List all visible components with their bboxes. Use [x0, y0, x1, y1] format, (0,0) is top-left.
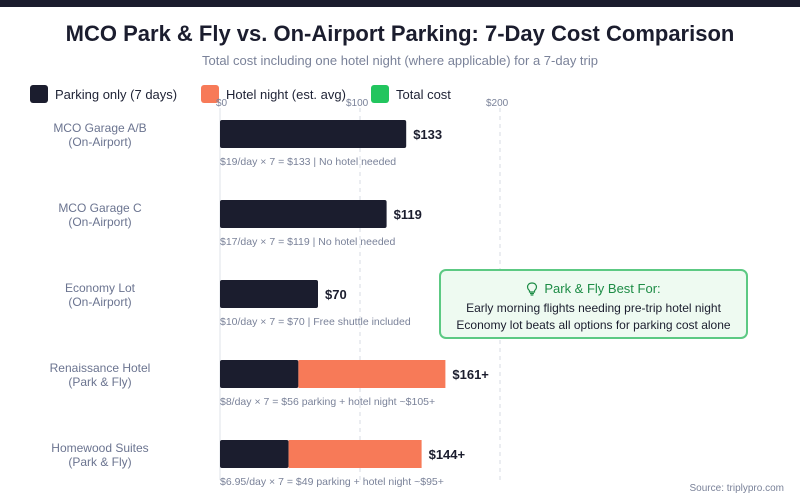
parking-bar [220, 120, 407, 148]
hotel-bar [288, 440, 422, 468]
legend-item-hotel: Hotel night (est. avg) [201, 85, 346, 103]
callout-line-2: Economy lot beats all options for parkin… [456, 318, 731, 332]
x-tick-label: $200 [486, 98, 509, 109]
category-label: MCO Garage A/B [53, 121, 146, 135]
legend-swatch-total [371, 85, 389, 103]
top-accent-bar [0, 0, 800, 7]
category-sublabel: (Park & Fly) [68, 455, 131, 469]
category-label: Economy Lot [65, 281, 136, 295]
bar-annotation: $8/day × 7 = $56 parking + hotel night ~… [220, 396, 435, 408]
category-label: Homewood Suites [51, 441, 148, 455]
bar-annotation: $17/day × 7 = $119 | No hotel needed [220, 236, 396, 248]
bar-value-label: $133 [413, 127, 442, 142]
category-sublabel: (On-Airport) [68, 215, 131, 229]
legend-swatch-hotel [201, 85, 219, 103]
bar-annotation: $10/day × 7 = $70 | Free shuttle include… [220, 316, 411, 328]
legend-label-parking: Parking only (7 days) [55, 86, 178, 102]
category-label: MCO Garage C [58, 201, 142, 215]
callout-header: Park & Fly Best For: [441, 281, 746, 296]
category-label: Renaissance Hotel [50, 361, 151, 375]
x-tick-label: $100 [346, 98, 369, 109]
legend-item-parking: Parking only (7 days) [30, 85, 177, 103]
parking-bar [220, 360, 299, 388]
park-fly-callout: Park & Fly Best For: Early morning fligh… [439, 269, 748, 339]
x-tick-label: $0 [216, 98, 228, 109]
bar-annotation: $19/day × 7 = $133 | No hotel needed [220, 156, 396, 168]
bar-value-label: $70 [325, 287, 347, 302]
legend-label-hotel: Hotel night (est. avg) [226, 86, 346, 102]
chart-subtitle: Total cost including one hotel night (wh… [201, 53, 598, 68]
source-note: Source: triplypro.com [689, 483, 784, 494]
bar-value-label: $144+ [429, 447, 466, 462]
legend-label-total: Total cost [396, 86, 451, 102]
hotel-bar [298, 360, 446, 388]
callout-line-1: Early morning flights needing pre-trip h… [466, 301, 721, 315]
legend-swatch-parking [30, 85, 48, 103]
parking-bar [220, 200, 387, 228]
bar-value-label: $161+ [452, 367, 489, 382]
bar-value-label: $119 [394, 207, 422, 222]
category-sublabel: (On-Airport) [68, 295, 131, 309]
chart-title: MCO Park & Fly vs. On-Airport Parking: 7… [65, 21, 735, 46]
callout-title: Park & Fly Best For: [544, 281, 661, 296]
parking-bar [220, 440, 289, 468]
category-sublabel: (On-Airport) [68, 135, 131, 149]
bar-annotation: $6.95/day × 7 = $49 parking + hotel nigh… [220, 476, 444, 488]
parking-bar [220, 280, 318, 308]
legend-item-total: Total cost [371, 85, 451, 103]
category-sublabel: (Park & Fly) [68, 375, 131, 389]
lightbulb-icon [527, 281, 538, 296]
